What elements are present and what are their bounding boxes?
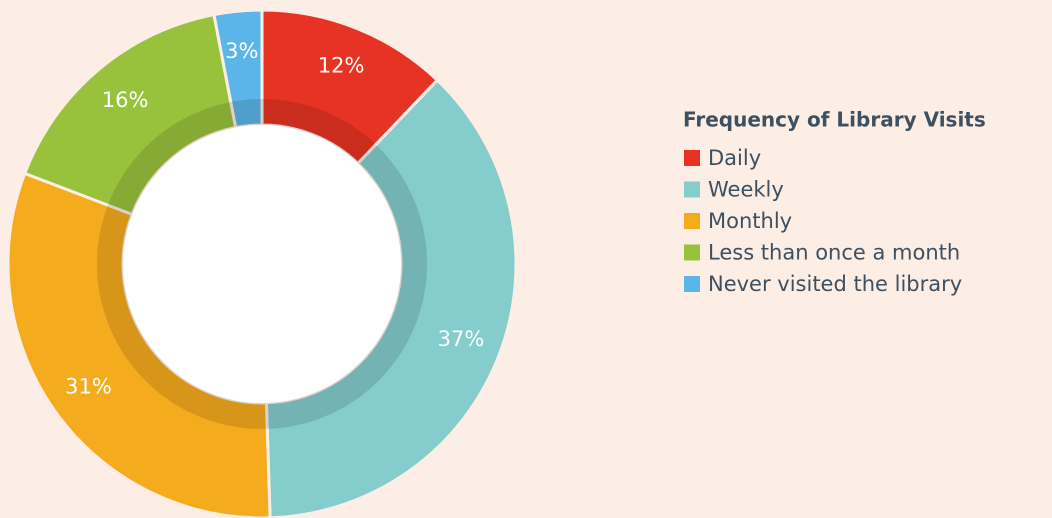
data-label: 31%: [65, 375, 112, 399]
data-label: 12%: [318, 53, 365, 77]
legend-label: Less than once a month: [708, 241, 960, 265]
legend-label: Monthly: [708, 209, 792, 233]
legend-swatch: [684, 244, 700, 261]
data-label: 37%: [438, 327, 485, 351]
legend-swatch: [684, 276, 700, 292]
legend-swatch: [684, 150, 700, 166]
data-label: 16%: [102, 88, 149, 112]
legend-swatch: [684, 213, 700, 229]
inner-shadow: [97, 99, 427, 429]
donut-hole: [123, 125, 401, 403]
legend-label: Weekly: [708, 178, 784, 202]
legend-swatch: [684, 181, 700, 198]
legend-label: Never visited the library: [708, 272, 962, 296]
legend-title: Frequency of Library Visits: [683, 108, 986, 132]
data-label: 3%: [225, 39, 258, 63]
pie-slice: [6, 171, 272, 518]
legend-label: Daily: [708, 146, 761, 170]
